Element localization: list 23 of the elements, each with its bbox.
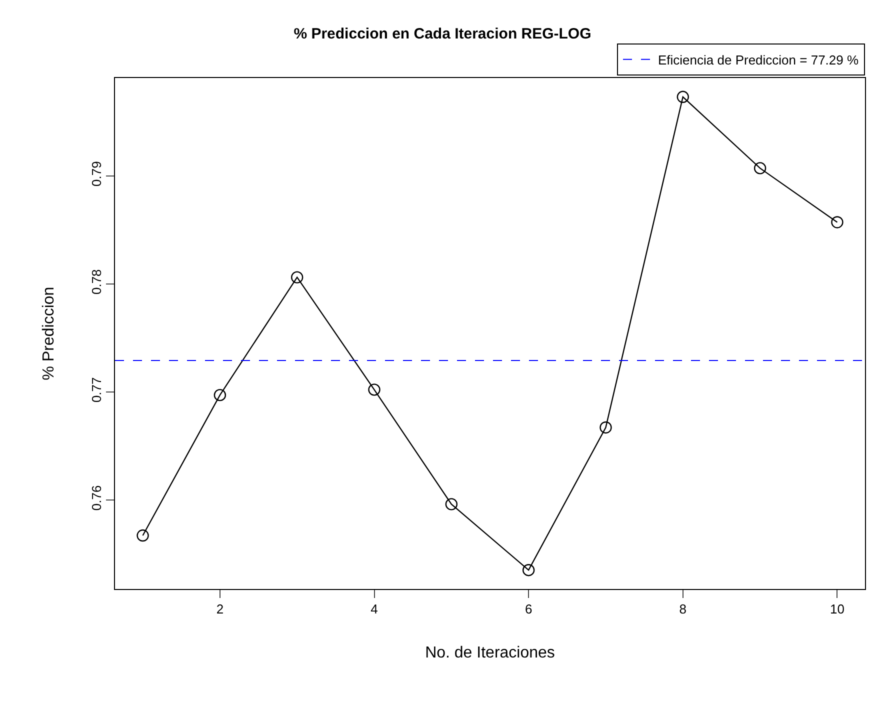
y-tick-label: 0.78 [88,269,104,295]
point [445,498,458,510]
point [600,421,612,434]
x-tick-label: 2 [216,602,224,617]
point [754,162,766,174]
x-tick-label: 4 [370,602,378,617]
point [291,271,304,284]
y-tick-label: 0.77 [88,377,104,403]
x-tick-label: 6 [524,602,532,617]
x-axis-title: No. de Iteraciones [425,644,555,662]
y-tick-label: 0.76 [88,485,104,511]
y-axis-title: % Prediccion [40,286,58,380]
point [522,564,535,576]
point [214,388,226,402]
point [676,90,689,104]
point [136,529,149,542]
y-tick-label: 0.79 [88,161,104,186]
point [831,216,844,228]
x-tick-label: 8 [679,602,687,617]
point [368,384,380,396]
x-tick-label: 10 [830,602,844,617]
chart-title: % Prediccion en Cada Iteracion REG-LOG [294,26,592,43]
legend-label: Eficiencia de Prediccion = 77.29 % [658,52,859,68]
